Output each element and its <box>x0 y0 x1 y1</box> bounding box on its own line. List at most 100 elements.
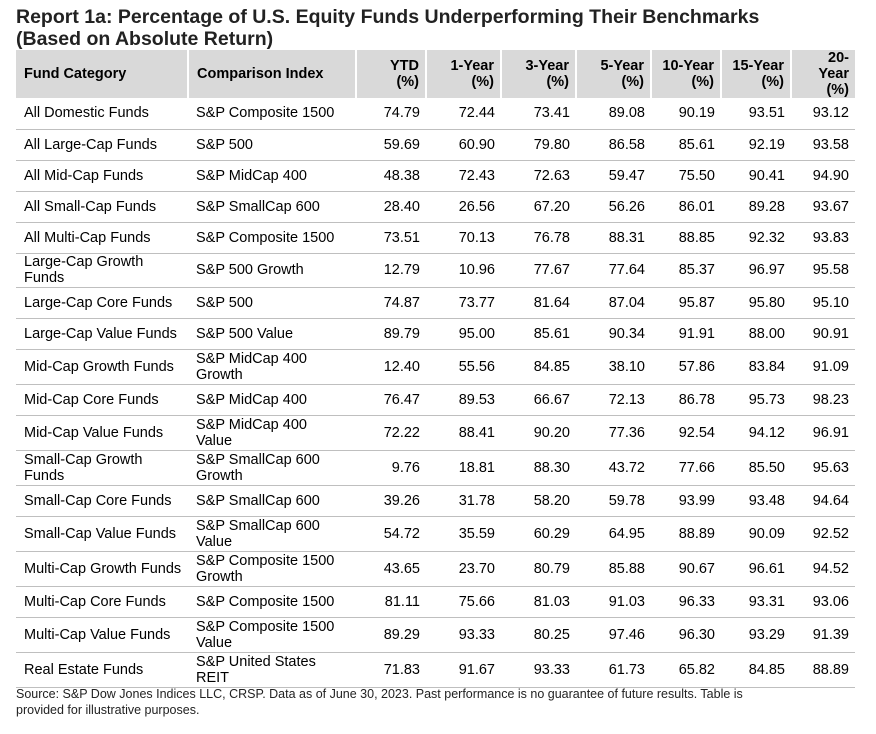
header-3-year: 3-Year (%) <box>501 50 577 98</box>
header-20-year: 20-Year (%) <box>791 50 855 98</box>
table-header-row: Fund Category Comparison Index YTD (%) 1-… <box>16 50 855 98</box>
20-year-cell: 95.63 <box>791 450 855 486</box>
title-line-2: (Based on Absolute Return) <box>16 28 274 50</box>
title-line-1: Report 1a: Percentage of U.S. Equity Fun… <box>16 6 760 28</box>
fund-category-cell: All Mid-Cap Funds <box>16 160 188 192</box>
10-year-cell: 92.54 <box>651 415 721 451</box>
20-year-cell: 95.10 <box>791 287 855 319</box>
5-year-cell: 59.47 <box>576 160 651 192</box>
report-title: Report 1a: Percentage of U.S. Equity Fun… <box>16 6 866 50</box>
10-year-cell: 88.89 <box>651 516 721 552</box>
fund-category-cell: All Large-Cap Funds <box>16 129 188 161</box>
header-5-year: 5-Year (%) <box>576 50 652 98</box>
15-year-cell: 89.28 <box>721 191 791 223</box>
fund-category-cell: Multi-Cap Growth Funds <box>16 551 188 587</box>
table-row: Mid-Cap Growth Funds S&P MidCap 400 Growth… <box>16 349 855 385</box>
5-year-cell: 87.04 <box>576 287 651 319</box>
15-year-cell: 95.73 <box>721 384 791 416</box>
comparison-index-cell: S&P 500 Value <box>188 318 356 350</box>
table-row: All Large-Cap Funds S&P 500 59.69 60.90 79.8… <box>16 129 855 161</box>
table-row: Small-Cap Growth Funds S&P SmallCap 600 Gro… <box>16 450 855 486</box>
5-year-cell: 38.10 <box>576 349 651 385</box>
5-year-cell: 43.72 <box>576 450 651 486</box>
20-year-cell: 93.12 <box>791 98 855 130</box>
table-row: All Domestic Funds S&P Composite 1500 74.7… <box>16 98 855 130</box>
3-year-cell: 85.61 <box>501 318 576 350</box>
fund-category-cell: Multi-Cap Value Funds <box>16 617 188 653</box>
20-year-cell: 91.09 <box>791 349 855 385</box>
fund-category-cell: Mid-Cap Growth Funds <box>16 349 188 385</box>
20-year-cell: 94.52 <box>791 551 855 587</box>
10-year-cell: 75.50 <box>651 160 721 192</box>
comparison-index-cell: S&P MidCap 400 <box>188 384 356 416</box>
20-year-cell: 93.58 <box>791 129 855 161</box>
3-year-cell: 60.29 <box>501 516 576 552</box>
fund-category-cell: All Domestic Funds <box>16 98 188 130</box>
5-year-cell: 72.13 <box>576 384 651 416</box>
1-year-cell: 75.66 <box>426 586 501 618</box>
comparison-index-cell: S&P United States REIT <box>188 652 356 688</box>
5-year-cell: 85.88 <box>576 551 651 587</box>
comparison-index-cell: S&P 500 <box>188 287 356 319</box>
20-year-cell: 94.64 <box>791 485 855 517</box>
10-year-cell: 85.37 <box>651 253 721 288</box>
3-year-cell: 80.25 <box>501 617 576 653</box>
fund-category-cell: Real Estate Funds <box>16 652 188 688</box>
10-year-cell: 93.99 <box>651 485 721 517</box>
3-year-cell: 67.20 <box>501 191 576 223</box>
1-year-cell: 93.33 <box>426 617 501 653</box>
15-year-cell: 94.12 <box>721 415 791 451</box>
fund-category-cell: Small-Cap Growth Funds <box>16 450 188 486</box>
15-year-cell: 88.00 <box>721 318 791 350</box>
ytd-cell: 81.11 <box>356 586 426 618</box>
comparison-index-cell: S&P Composite 1500 <box>188 222 356 254</box>
fund-category-cell: Large-Cap Value Funds <box>16 318 188 350</box>
5-year-cell: 77.36 <box>576 415 651 451</box>
comparison-index-cell: S&P 500 Growth <box>188 253 356 288</box>
1-year-cell: 10.96 <box>426 253 501 288</box>
table-row: Large-Cap Core Funds S&P 500 74.87 73.77 81.… <box>16 287 855 319</box>
3-year-cell: 81.03 <box>501 586 576 618</box>
table-row: Multi-Cap Value Funds S&P Composite 1500 V… <box>16 617 855 653</box>
15-year-cell: 92.19 <box>721 129 791 161</box>
10-year-cell: 95.87 <box>651 287 721 319</box>
1-year-cell: 72.43 <box>426 160 501 192</box>
10-year-cell: 88.85 <box>651 222 721 254</box>
ytd-cell: 54.72 <box>356 516 426 552</box>
1-year-cell: 72.44 <box>426 98 501 130</box>
comparison-index-cell: S&P SmallCap 600 Value <box>188 516 356 552</box>
table-row: Large-Cap Value Funds S&P 500 Value 89.79 9… <box>16 318 855 350</box>
ytd-cell: 76.47 <box>356 384 426 416</box>
3-year-cell: 81.64 <box>501 287 576 319</box>
15-year-cell: 90.09 <box>721 516 791 552</box>
comparison-index-cell: S&P MidCap 400 Growth <box>188 349 356 385</box>
10-year-cell: 91.91 <box>651 318 721 350</box>
3-year-cell: 66.67 <box>501 384 576 416</box>
10-year-cell: 96.33 <box>651 586 721 618</box>
1-year-cell: 60.90 <box>426 129 501 161</box>
ytd-cell: 12.40 <box>356 349 426 385</box>
3-year-cell: 79.80 <box>501 129 576 161</box>
20-year-cell: 98.23 <box>791 384 855 416</box>
3-year-cell: 90.20 <box>501 415 576 451</box>
5-year-cell: 56.26 <box>576 191 651 223</box>
ytd-cell: 48.38 <box>356 160 426 192</box>
15-year-cell: 96.97 <box>721 253 791 288</box>
5-year-cell: 90.34 <box>576 318 651 350</box>
ytd-cell: 72.22 <box>356 415 426 451</box>
3-year-cell: 72.63 <box>501 160 576 192</box>
comparison-index-cell: S&P 500 <box>188 129 356 161</box>
5-year-cell: 97.46 <box>576 617 651 653</box>
table-row: Small-Cap Value Funds S&P SmallCap 600 Val… <box>16 516 855 552</box>
table-row: All Small-Cap Funds S&P SmallCap 600 28.40… <box>16 191 855 223</box>
fund-category-cell: Large-Cap Growth Funds <box>16 253 188 288</box>
15-year-cell: 84.85 <box>721 652 791 688</box>
15-year-cell: 93.51 <box>721 98 791 130</box>
20-year-cell: 96.91 <box>791 415 855 451</box>
1-year-cell: 31.78 <box>426 485 501 517</box>
ytd-cell: 43.65 <box>356 551 426 587</box>
fund-category-cell: Mid-Cap Core Funds <box>16 384 188 416</box>
3-year-cell: 88.30 <box>501 450 576 486</box>
comparison-index-cell: S&P MidCap 400 <box>188 160 356 192</box>
